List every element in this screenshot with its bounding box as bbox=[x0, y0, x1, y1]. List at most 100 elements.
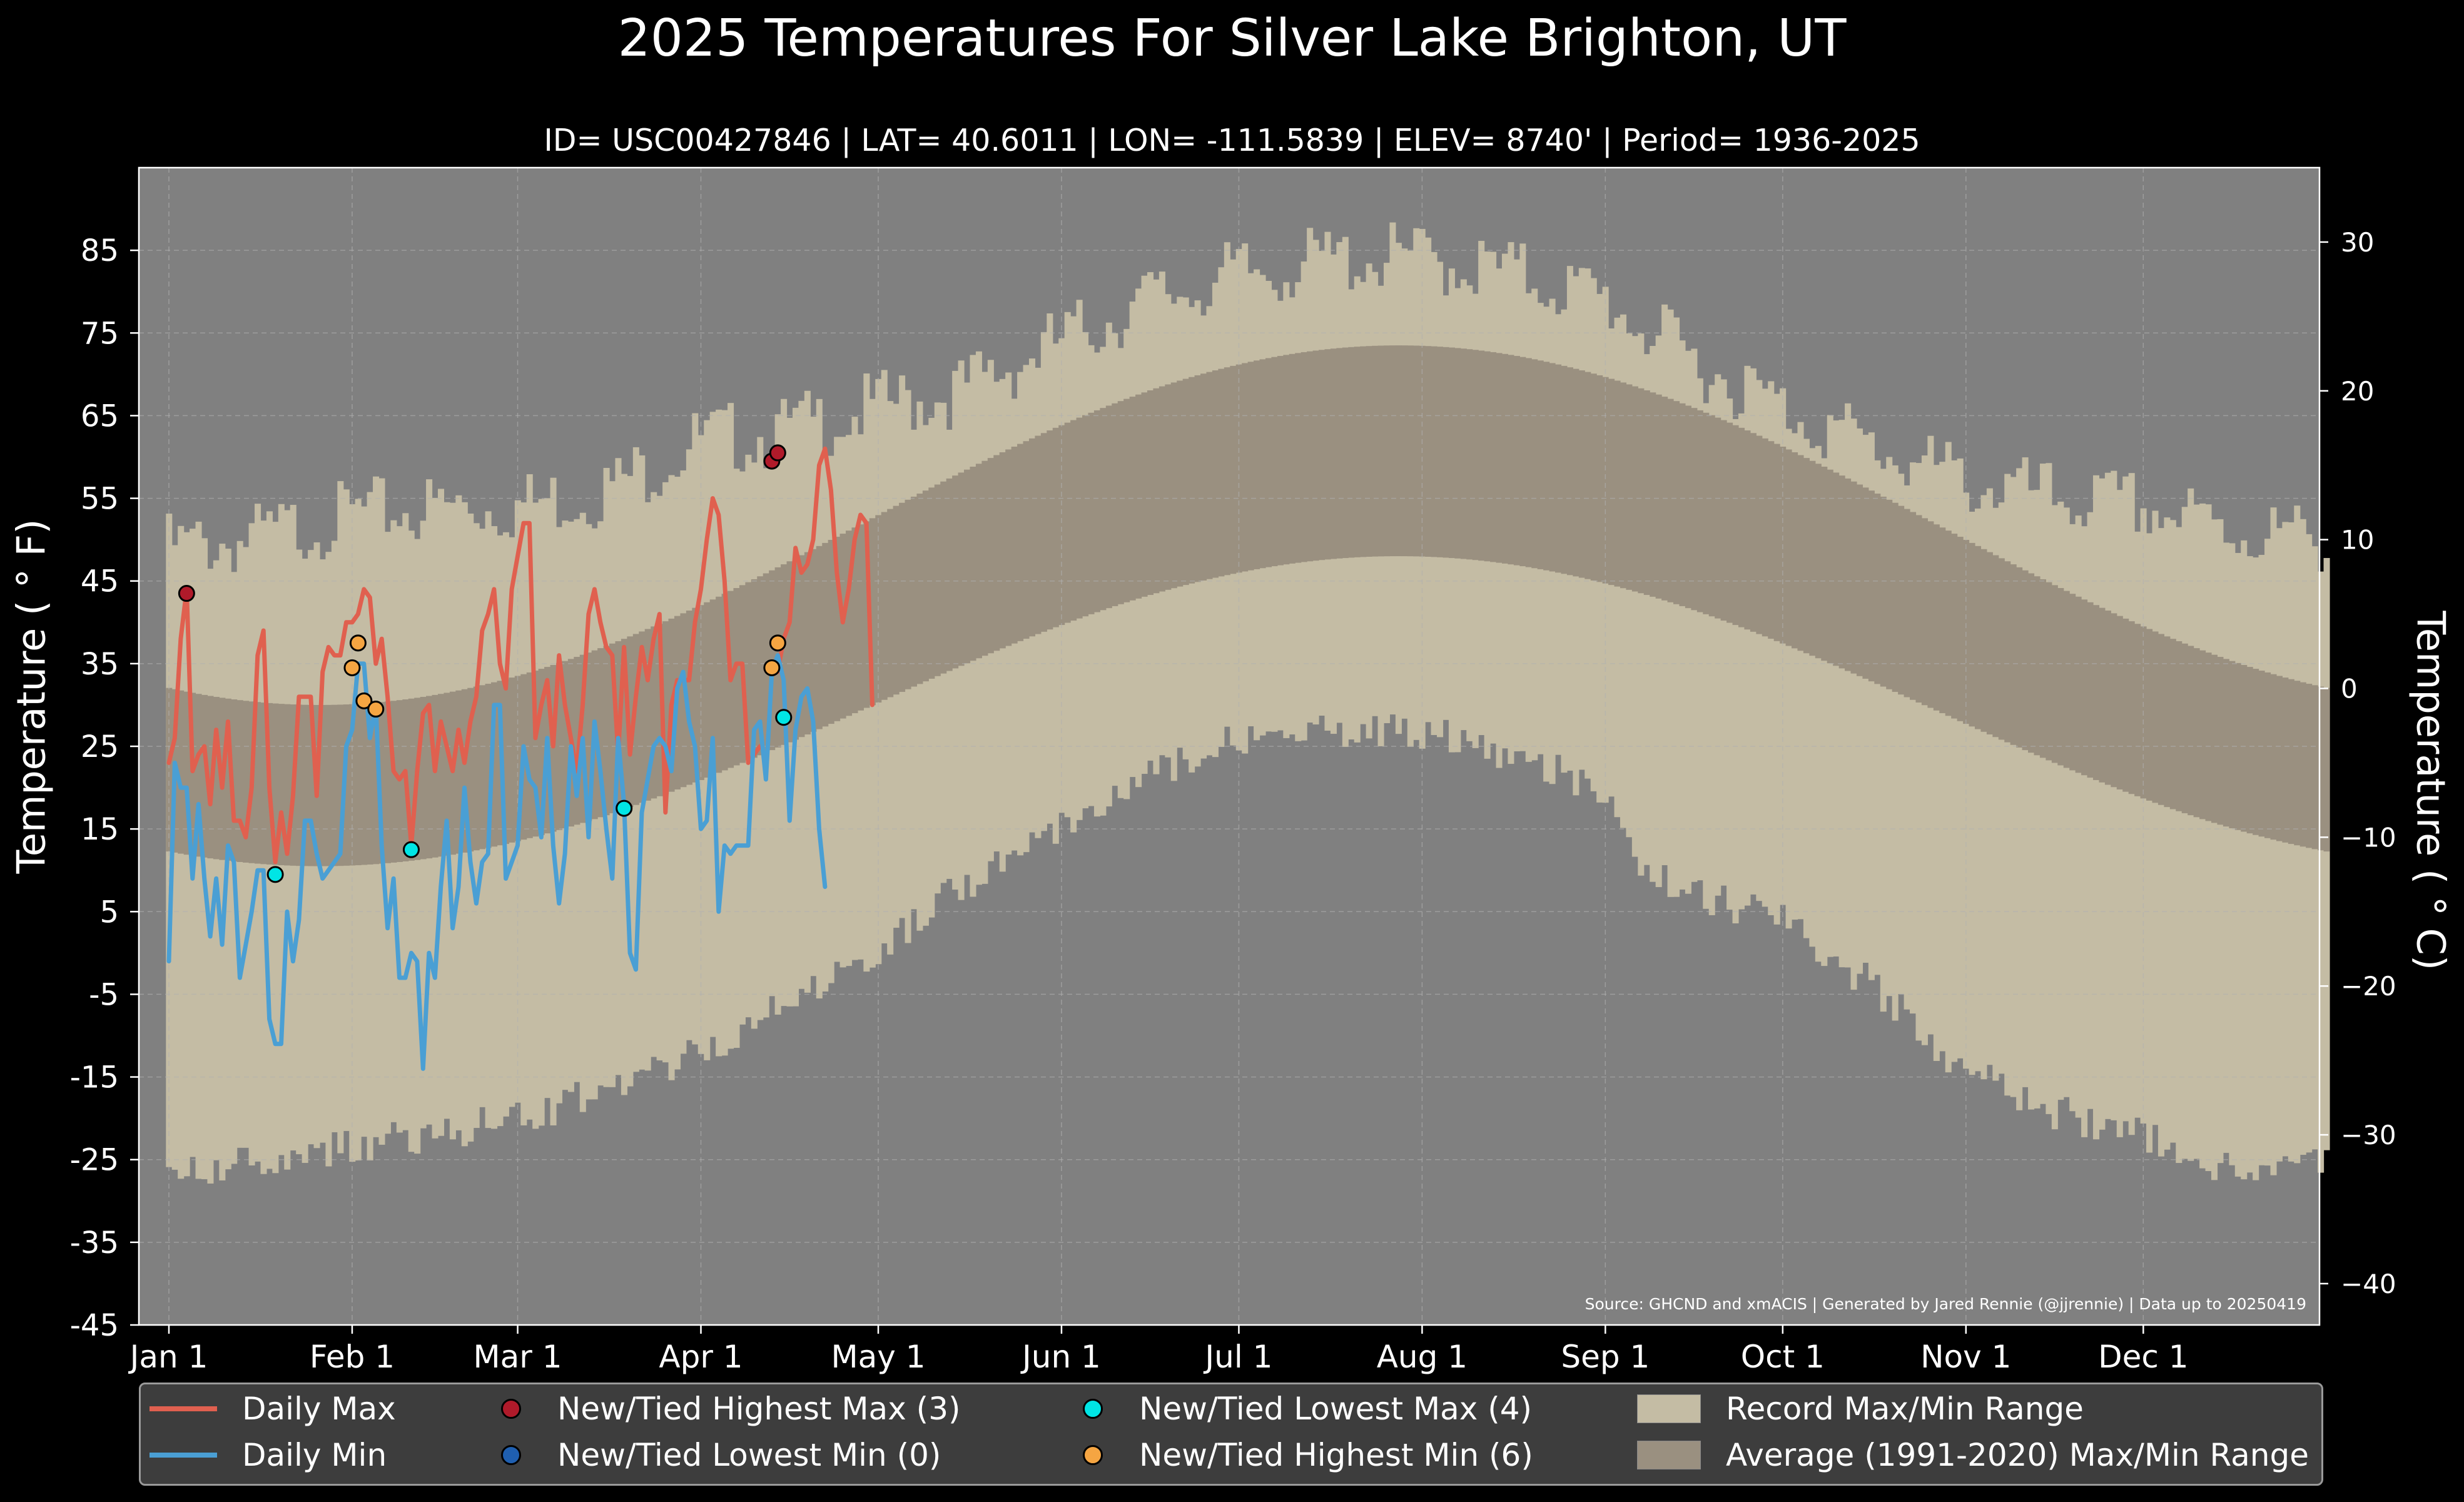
record-range-bar bbox=[1720, 379, 1727, 886]
record-range-bar bbox=[1838, 420, 1845, 968]
record-range-bar bbox=[1910, 462, 1917, 1014]
legend-label: Record Max/Min Range bbox=[1726, 1391, 2084, 1427]
average-range-bar bbox=[1319, 350, 1326, 561]
average-range-bar bbox=[786, 561, 793, 743]
average-range-bar bbox=[822, 542, 829, 727]
average-range-bar bbox=[1726, 422, 1733, 623]
average-range-bar bbox=[1389, 345, 1396, 557]
record-range-bar bbox=[2181, 507, 2188, 1159]
average-range-bar bbox=[1519, 357, 1526, 567]
average-range-bar bbox=[1549, 363, 1556, 572]
legend-label: Daily Max bbox=[242, 1391, 396, 1427]
highest-min-marker bbox=[769, 634, 786, 652]
legend-highest-min: New/Tied Highest Min (6) bbox=[1060, 1433, 1533, 1477]
average-range-bar bbox=[1720, 420, 1727, 621]
record-range-bar bbox=[2004, 474, 2011, 1096]
record-range-bar bbox=[1821, 458, 1828, 967]
average-range-bar bbox=[1011, 447, 1018, 644]
average-range-bar bbox=[1756, 435, 1763, 634]
average-range-bar bbox=[632, 634, 639, 805]
average-range-bar bbox=[1413, 345, 1420, 557]
average-range-bar bbox=[1135, 394, 1142, 599]
average-range-bar bbox=[680, 613, 687, 788]
average-range-bar bbox=[2016, 567, 2023, 748]
average-range-bar bbox=[1372, 345, 1379, 557]
average-range-bar bbox=[704, 602, 711, 778]
average-range-bar bbox=[1437, 347, 1444, 557]
average-range-bar bbox=[1957, 537, 1964, 721]
average-range-bar bbox=[716, 596, 722, 773]
record-range-bar bbox=[2270, 507, 2277, 1175]
average-range-bar bbox=[2306, 684, 2313, 848]
average-range-bar bbox=[857, 524, 864, 711]
average-range-bar bbox=[278, 704, 285, 866]
record-range-bar bbox=[1974, 508, 1982, 1072]
average-range-bar bbox=[1460, 348, 1467, 559]
average-range-bar bbox=[1602, 377, 1609, 584]
average-range-bar bbox=[1827, 469, 1833, 664]
record-range-bar bbox=[1998, 502, 2005, 1074]
average-range-bar bbox=[1608, 378, 1615, 586]
average-range-bar bbox=[2288, 679, 2294, 845]
average-range-bar bbox=[1342, 347, 1349, 559]
average-range-bar bbox=[2157, 634, 2164, 805]
record-range-bar bbox=[1898, 474, 1905, 994]
average-range-bar bbox=[444, 693, 450, 856]
record-range-swatch bbox=[1637, 1394, 1701, 1423]
average-range-bar bbox=[2111, 613, 2117, 788]
chart-subtitle: ID= USC00427846 | LAT= 40.6011 | LON= -1… bbox=[544, 123, 1920, 158]
average-range-bar bbox=[2229, 661, 2236, 829]
average-range-bar bbox=[1224, 367, 1230, 576]
average-range-bar bbox=[1312, 350, 1319, 561]
record-range-bar bbox=[1951, 460, 1958, 1062]
record-range-bar bbox=[1667, 309, 1674, 897]
average-range-bar bbox=[178, 690, 185, 854]
average-range-bar bbox=[455, 690, 462, 854]
average-range-bar bbox=[2258, 671, 2265, 837]
average-range-bar bbox=[993, 455, 1000, 651]
average-range-bar bbox=[1058, 425, 1065, 626]
lowest-max-marker bbox=[402, 841, 420, 858]
average-range-bar bbox=[639, 631, 646, 803]
daily-max-line bbox=[166, 446, 875, 865]
average-range-bar bbox=[757, 576, 764, 756]
average-range-bar bbox=[2104, 611, 2111, 785]
average-range-bar bbox=[1768, 441, 1775, 639]
average-range-bar bbox=[1271, 357, 1278, 567]
average-range-bar bbox=[2116, 616, 2123, 789]
legend-label: Average (1991-2020) Max/Min Range bbox=[1726, 1437, 2309, 1473]
average-range-bar bbox=[2152, 631, 2159, 803]
record-range-bar bbox=[2253, 557, 2259, 1180]
y-tick-label: 65 bbox=[81, 398, 119, 434]
record-range-bar bbox=[2229, 543, 2236, 1165]
average-range-bar bbox=[190, 693, 196, 856]
average-range-bar bbox=[1892, 502, 1899, 692]
average-range-bar bbox=[1809, 460, 1816, 656]
average-range-bar bbox=[1259, 359, 1266, 569]
average-range-bar bbox=[1170, 382, 1177, 589]
average-range-bar bbox=[1242, 363, 1249, 572]
record-range-bar bbox=[1880, 469, 1887, 1012]
lowest-min-marker bbox=[501, 1445, 521, 1465]
average-range-bar bbox=[1762, 438, 1768, 637]
y-tick-label: 85 bbox=[81, 233, 119, 268]
record-range-bar bbox=[1969, 511, 1975, 1075]
average-range-bar bbox=[1951, 534, 1958, 719]
average-range-bar bbox=[2199, 650, 2206, 820]
average-range-bar bbox=[1348, 347, 1355, 558]
record-range-bar bbox=[2063, 507, 2070, 1097]
average-range-bar bbox=[1620, 382, 1627, 589]
average-range-bar bbox=[2010, 564, 2017, 745]
average-range-bar bbox=[461, 689, 468, 853]
average-range-bar bbox=[479, 685, 486, 850]
record-range-bar bbox=[1815, 445, 1822, 962]
average-range-bar bbox=[1590, 373, 1597, 581]
average-range-bar bbox=[1525, 358, 1532, 567]
record-range-bar bbox=[1768, 381, 1775, 915]
y-tick-label: -5 bbox=[89, 977, 119, 1012]
average-range-bar bbox=[1330, 348, 1337, 559]
x-tick-label: May 1 bbox=[831, 1339, 925, 1375]
average-range-bar bbox=[1685, 405, 1691, 609]
record-range-bar bbox=[1868, 432, 1875, 980]
record-range-bar bbox=[213, 560, 220, 1160]
